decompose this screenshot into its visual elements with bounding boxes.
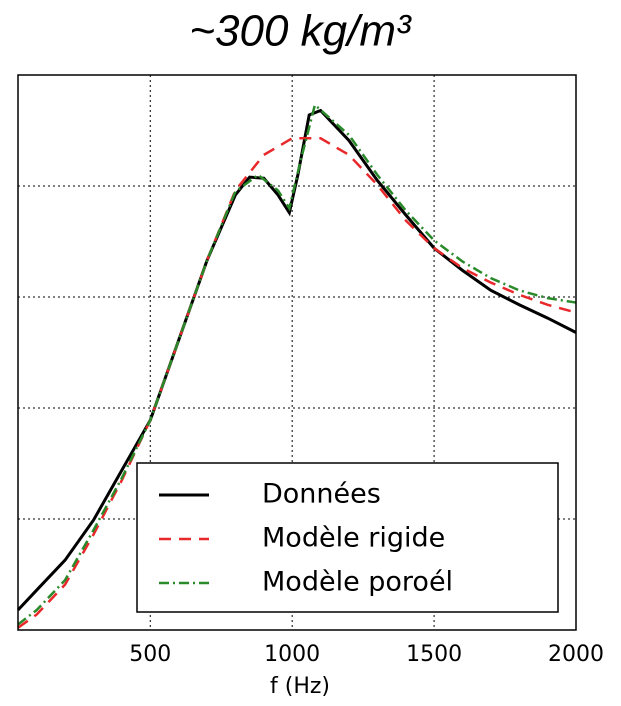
- x-tick-label: 1000: [264, 642, 320, 667]
- legend-label: Modèle rigide: [262, 523, 445, 554]
- data-line: [17, 137, 577, 629]
- data-line: [16, 108, 577, 612]
- plot-frame: [17, 74, 577, 631]
- x-tick-label: 500: [129, 642, 171, 667]
- legend-label: Données: [262, 479, 381, 510]
- chart-title: ~300 kg/m³: [189, 7, 412, 56]
- legend-label: Modèle poroél: [262, 567, 453, 598]
- x-tick-label: 2000: [548, 642, 604, 667]
- x-axis-label: f (Hz): [270, 674, 330, 699]
- legend-box: [136, 462, 559, 613]
- x-tick-label: 1500: [406, 642, 462, 667]
- data-line: [17, 102, 577, 626]
